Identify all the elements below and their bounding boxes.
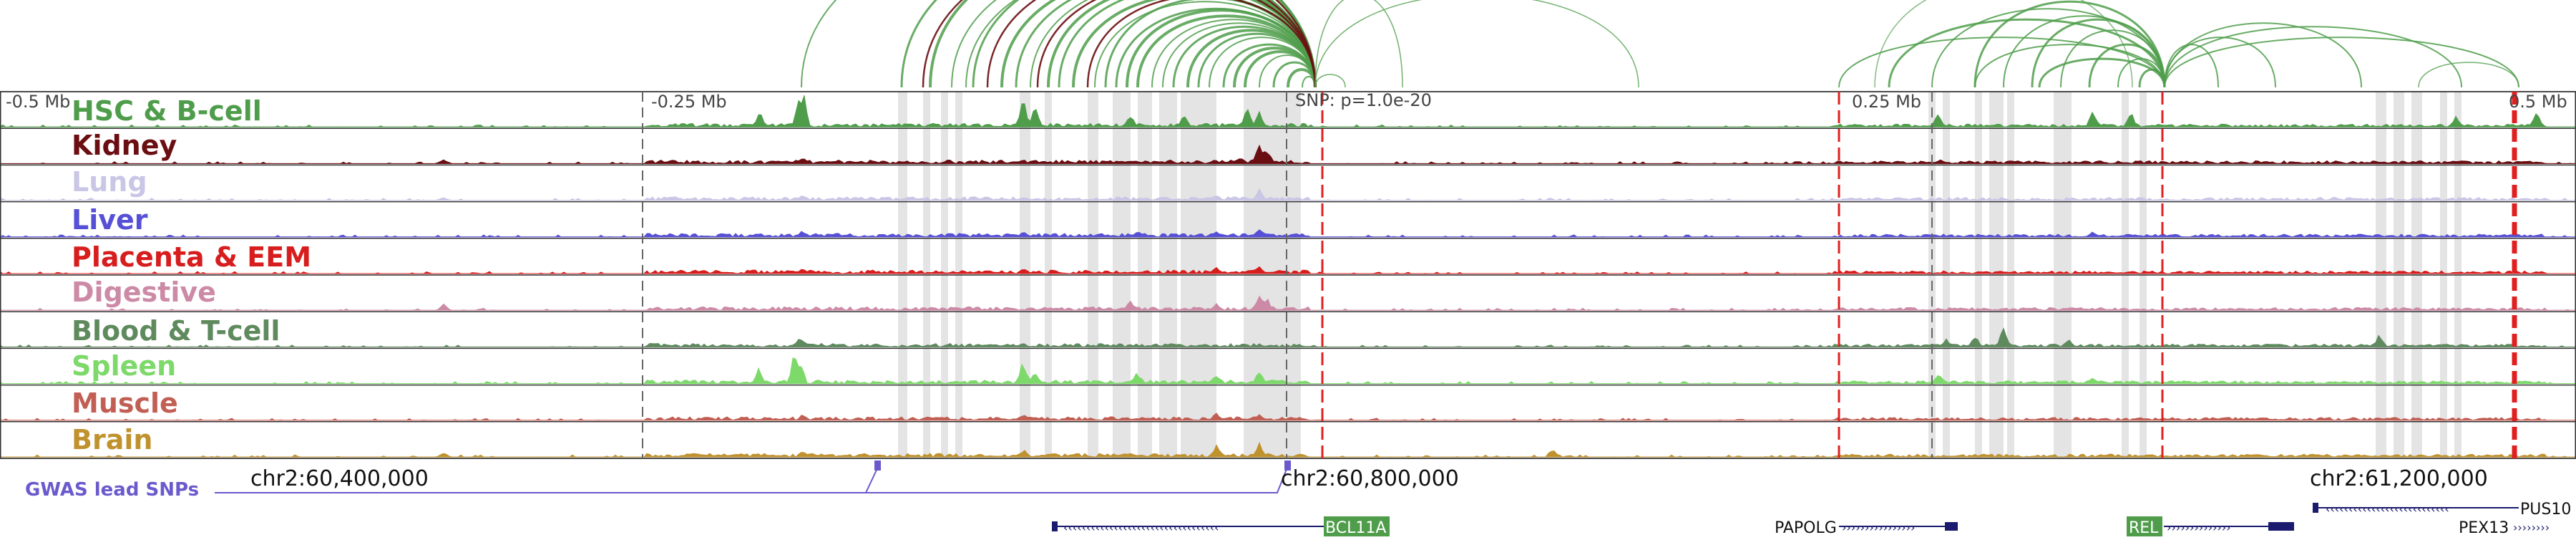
- ruler-mark-minus-0-25: -0.25 Mb: [651, 92, 727, 112]
- interaction-arc: [2164, 22, 2362, 88]
- gene-pus10-exon: [2313, 503, 2318, 513]
- track-label-kidney: Kidney: [72, 130, 177, 161]
- gene-papolg-label[interactable]: PAPOLG: [1775, 519, 1837, 537]
- gene-pus10-label[interactable]: PUS10: [2520, 501, 2571, 519]
- gene-pex13-label[interactable]: PEX13: [2459, 519, 2509, 537]
- interaction-arc: [1233, 47, 1317, 88]
- coordinate-label: chr2:60,400,000: [250, 466, 429, 491]
- gene-papolg-exon: [1945, 522, 1958, 531]
- region-lines: [642, 92, 2517, 458]
- interaction-arc: [2031, 18, 2166, 88]
- gene-pex13-strand-arrows: ››››››››: [2513, 521, 2550, 534]
- ruler-mark-minus-0-5: -0.5 Mb: [6, 92, 70, 112]
- gene-bcl11a-label[interactable]: BCL11A: [1325, 519, 1386, 537]
- track-frame: [0, 91, 2576, 459]
- interaction-arc: [2060, 29, 2165, 88]
- interaction-arc: [1314, 0, 1639, 88]
- gene-bcl11a-exon: [1052, 521, 1058, 531]
- ruler-mark-0-5: 0.5 Mb: [2509, 92, 2567, 112]
- interaction-arc: [2038, 57, 2166, 88]
- gwas-label: GWAS lead SNPs: [25, 479, 199, 501]
- gwas-snp-marker[interactable]: [1284, 461, 1291, 471]
- interaction-arc: [1888, 18, 2166, 88]
- interaction-arc: [2418, 62, 2519, 88]
- interaction-arc: [1974, 44, 2165, 88]
- track-label-digestive: Digestive: [72, 276, 216, 308]
- interaction-arc: [2164, 26, 2462, 88]
- track-label-lung: Lung: [72, 166, 147, 198]
- interaction-arc: [1314, 0, 1403, 88]
- interaction-arc: [1931, 8, 2165, 88]
- signal-area: [0, 266, 2576, 274]
- interaction-arc: [2164, 37, 2276, 88]
- interaction-arc: [1314, 74, 1346, 88]
- interaction-arc: [1874, 0, 2133, 88]
- ruler-mark-0-25: 0.25 Mb: [1852, 92, 1921, 112]
- track-label-placenta-eem: Placenta & EEM: [72, 241, 311, 273]
- gene-rel-exon: [2268, 522, 2294, 531]
- interaction-arc: [1974, 0, 2166, 88]
- track-label-liver: Liver: [72, 204, 148, 236]
- gwas-connector-2: [215, 465, 1289, 493]
- gene-bcl11a-strand-arrows: ‹‹‹‹‹‹‹‹‹‹‹‹‹‹‹‹‹‹‹‹‹‹‹‹‹‹‹‹‹‹‹‹‹‹: [1063, 521, 1219, 534]
- interaction-arc: [1086, 0, 1317, 88]
- interaction-arc: [1036, 0, 1317, 88]
- snp-label: SNP: p=1.0e-20: [1295, 90, 1432, 110]
- gene-pus10-strand-arrows: ‹‹‹‹‹‹‹‹‹‹‹‹‹‹‹‹‹‹‹‹‹‹‹‹‹‹‹: [2326, 502, 2449, 516]
- interaction-arc: [2088, 43, 2166, 88]
- signal-area: [0, 95, 2576, 127]
- gene-rel-label-bg: [2127, 516, 2162, 536]
- track-label-brain: Brain: [72, 424, 152, 455]
- coordinate-label: chr2:60,800,000: [1281, 466, 1459, 491]
- gene-rel-strand-arrows: ››››››››››››››: [2167, 521, 2231, 534]
- interaction-arc: [1197, 32, 1317, 88]
- gene-papolg-strand-arrows: ››››››››››››››››: [1842, 521, 1915, 534]
- interaction-arcs: [801, 0, 2519, 88]
- interaction-arc: [986, 0, 1317, 88]
- interaction-arc: [929, 0, 1317, 88]
- interaction-arc: [1126, 9, 1317, 88]
- track-label-spleen: Spleen: [72, 350, 176, 382]
- track-label-muscle: Muscle: [72, 387, 178, 419]
- track-label-blood-t-cell: Blood & T-cell: [72, 315, 280, 347]
- track-label-hsc-b-cell: HSC & B-cell: [72, 95, 262, 127]
- interaction-arc: [2164, 37, 2519, 88]
- gwas-snp-marker[interactable]: [874, 461, 881, 471]
- gene-track: ‹‹‹‹‹‹‹‹‹‹‹‹‹‹‹‹‹‹‹‹‹‹‹‹‹‹‹‹‹‹‹‹‹‹ BCL11…: [1052, 501, 2571, 537]
- gene-rel-label[interactable]: REL: [2129, 519, 2159, 537]
- interaction-arc: [1838, 37, 2165, 88]
- coordinate-label: chr2:61,200,000: [2310, 466, 2488, 491]
- interaction-arc: [922, 0, 1317, 88]
- gene-bcl11a-label-bg: [1324, 516, 1390, 536]
- gwas-track: GWAS lead SNPs: [25, 461, 1291, 501]
